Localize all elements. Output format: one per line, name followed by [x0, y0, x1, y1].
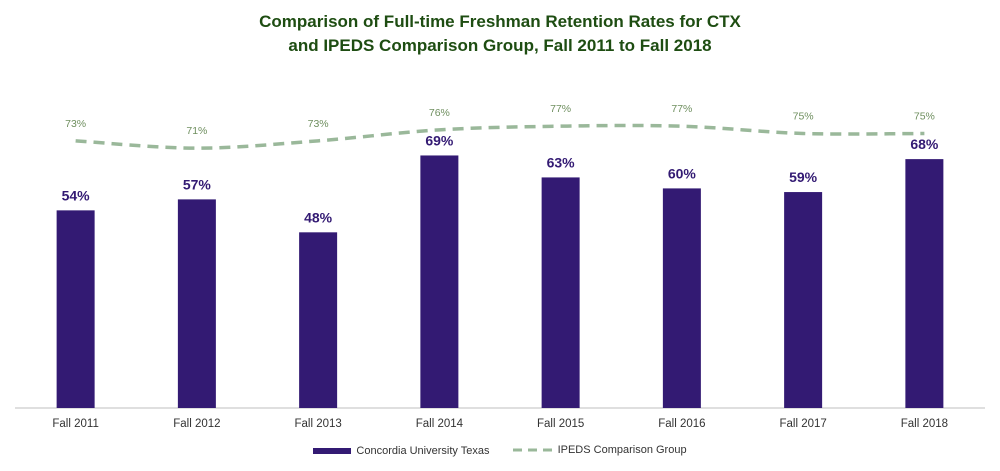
- line-value-label: 77%: [671, 103, 692, 115]
- x-tick-label: Fall 2017: [779, 418, 826, 430]
- x-tick-label: Fall 2012: [173, 418, 220, 430]
- legend-item-bar: Concordia University Texas: [313, 445, 490, 457]
- x-tick-label: Fall 2018: [901, 418, 948, 430]
- bar-value-label: 59%: [789, 169, 818, 185]
- line-value-label: 75%: [914, 111, 935, 123]
- bar-value-label: 54%: [62, 187, 91, 203]
- line-value-label: 71%: [186, 125, 207, 137]
- bar-fall-2013: [299, 232, 338, 408]
- bar-fall-2016: [662, 188, 701, 408]
- bar-fall-2018: [905, 159, 944, 408]
- bar-value-label: 57%: [183, 176, 212, 192]
- bar-fall-2012: [177, 199, 216, 408]
- chart-title-line-2: and IPEDS Comparison Group, Fall 2011 to…: [288, 36, 712, 55]
- line-value-label: 75%: [793, 111, 814, 123]
- x-tick-label: Fall 2013: [294, 418, 341, 430]
- line-value-label: 73%: [65, 118, 86, 130]
- bar-value-label: 69%: [425, 132, 454, 148]
- line-value-label: 73%: [308, 118, 329, 130]
- legend-label-line: IPEDS Comparison Group: [557, 444, 687, 456]
- line-value-label: 76%: [429, 107, 450, 119]
- x-tick-label: Fall 2014: [416, 418, 464, 430]
- chart-title-line-1: Comparison of Full-time Freshman Retenti…: [259, 12, 741, 31]
- x-tick-label: Fall 2016: [658, 418, 705, 430]
- line-value-label: 77%: [550, 103, 571, 115]
- line-ipeds-comparison-group: [75, 123, 925, 150]
- legend-label-bar: Concordia University Texas: [356, 445, 490, 457]
- chart-legend: Concordia University Texas IPEDS Compari…: [0, 444, 1000, 457]
- legend-item-line: IPEDS Comparison Group: [512, 444, 687, 456]
- bar-fall-2011: [56, 210, 95, 408]
- bar-value-label: 48%: [304, 209, 333, 225]
- x-tick-label: Fall 2011: [52, 418, 98, 430]
- bar-value-label: 68%: [910, 136, 939, 152]
- bar-fall-2014: [420, 155, 459, 408]
- legend-swatch-line: [512, 448, 553, 452]
- bar-fall-2015: [541, 177, 580, 408]
- bar-fall-2017: [784, 192, 823, 408]
- legend-swatch-bar: [313, 448, 352, 454]
- chart-title: Comparison of Full-time Freshman Retenti…: [0, 10, 1000, 58]
- bar-value-label: 60%: [668, 165, 697, 181]
- bar-value-label: 63%: [547, 154, 576, 170]
- x-tick-label: Fall 2015: [537, 418, 584, 430]
